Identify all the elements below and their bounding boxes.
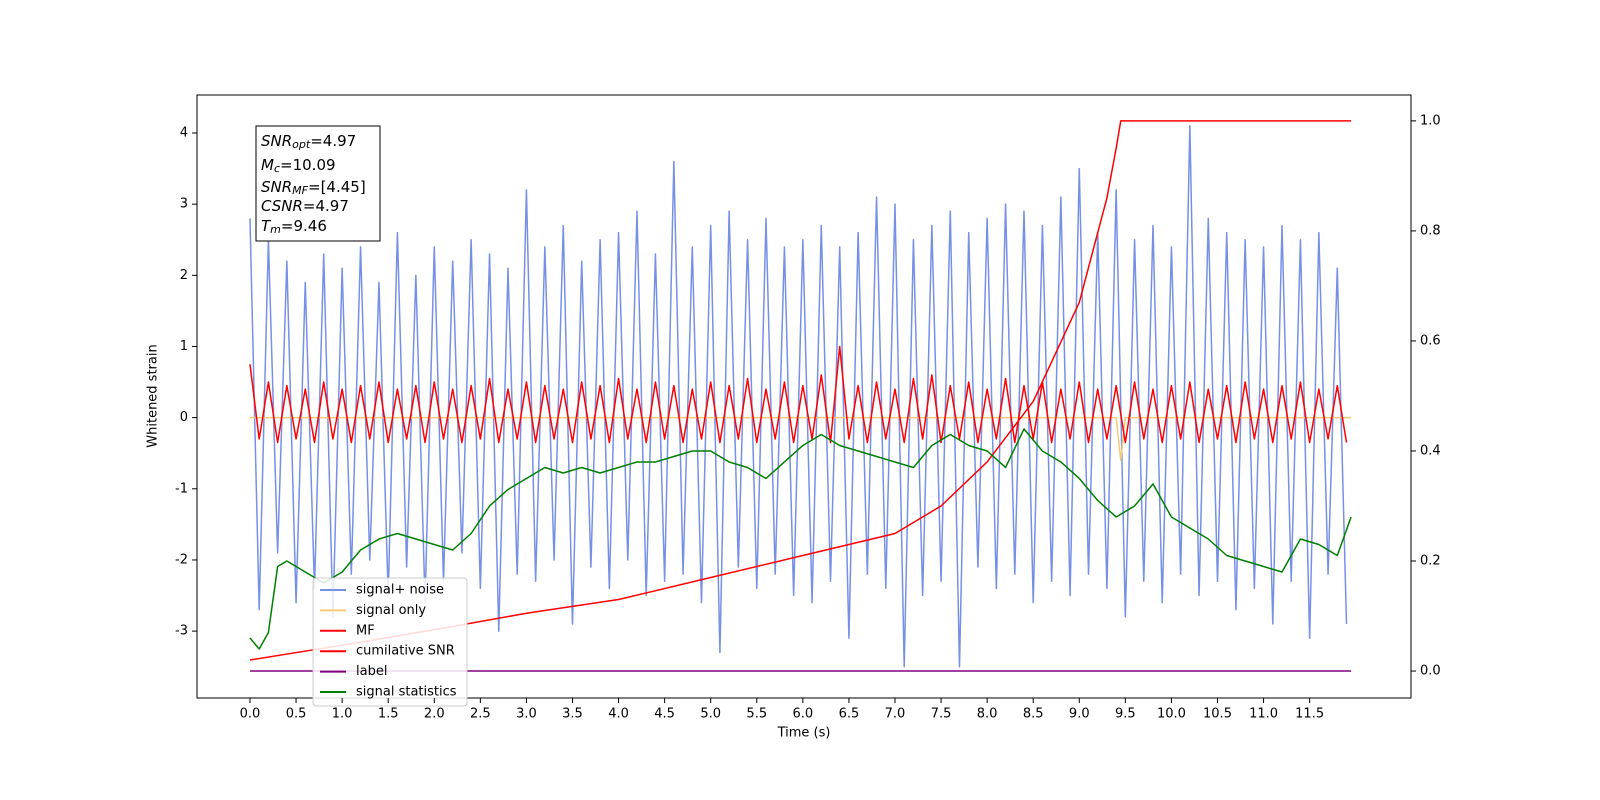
y-axis-label: Whitened strain — [146, 344, 161, 447]
series-line — [249, 120, 1352, 661]
legend-label: signal only — [356, 603, 426, 618]
x-tick-label: 11.5 — [1295, 707, 1324, 722]
annotation-value: =9.46 — [281, 217, 327, 235]
x-tick-label: 0.0 — [240, 707, 261, 722]
annotation-line: Tm=9.46 — [261, 217, 327, 237]
legend-label: signal+ noise — [356, 583, 444, 598]
y2-tick-label: 0.2 — [1420, 554, 1441, 569]
annotation-line: SNRMF=[4.45] — [261, 178, 366, 198]
annotation-symbol: CSNR — [261, 197, 303, 215]
x-tick-label: 5.0 — [700, 707, 721, 722]
annotation-line: Mc=10.09 — [261, 156, 336, 176]
x-tick-label: 3.0 — [516, 707, 537, 722]
plot-area — [249, 120, 1352, 672]
y2-tick-label: 0.0 — [1420, 664, 1441, 679]
annotation-line: CSNR=4.97 — [261, 197, 349, 215]
y-tick-label: 1 — [180, 339, 188, 354]
x-tick-label: 3.5 — [562, 707, 583, 722]
x-tick-label: 2.5 — [470, 707, 491, 722]
axes-frame — [196, 94, 1412, 699]
y-tick-label: -3 — [175, 624, 188, 639]
annotation-subscript: MF — [292, 184, 308, 197]
x-tick-label: 8.0 — [977, 707, 998, 722]
y-tick-label: 0 — [180, 410, 188, 425]
legend-frame — [312, 577, 468, 707]
annotation-symbol: M — [261, 156, 274, 174]
annotation-subscript: opt — [292, 138, 311, 151]
x-tick-label: 9.0 — [1069, 707, 1090, 722]
annotation-box: SNRopt=4.97Mc=10.09SNRMF=[4.45]CSNR=4.97… — [255, 125, 381, 242]
annotation-value: =4.97 — [310, 132, 356, 150]
annotation-value: =[4.45] — [308, 178, 366, 196]
y-tick-label: -2 — [175, 552, 188, 567]
x-tick-label: 5.5 — [746, 707, 767, 722]
annotation-line: SNRopt=4.97 — [261, 132, 356, 152]
x-tick-label: 4.5 — [654, 707, 675, 722]
annotation-subscript: c — [274, 162, 280, 175]
x-tick-label: 2.0 — [424, 707, 445, 722]
y-tick-label: -1 — [175, 481, 188, 496]
legend-label: signal statistics — [356, 685, 457, 700]
x-tick-label: 1.5 — [378, 707, 399, 722]
y2-tick-label: 0.4 — [1420, 443, 1441, 458]
annotation-symbol: T — [261, 217, 272, 235]
annotation-symbol: SNR — [261, 178, 292, 196]
x-tick-label: 8.5 — [1023, 707, 1044, 722]
y-tick-label: 2 — [180, 268, 188, 283]
annotation-value: =4.97 — [303, 197, 349, 215]
legend: signal+ noise signal only MF cumilative SNR… — [312, 577, 468, 707]
x-tick-label: 7.0 — [885, 707, 906, 722]
annotation-subscript: m — [270, 223, 281, 236]
x-tick-label: 10.5 — [1203, 707, 1232, 722]
x-axis-label: Time (s) — [777, 726, 831, 741]
y-tick-label: 4 — [180, 125, 188, 140]
x-tick-label: 0.5 — [286, 707, 307, 722]
x-tick-label: 1.0 — [332, 707, 353, 722]
x-tick-label: 10.0 — [1157, 707, 1186, 722]
x-tick-label: 7.5 — [931, 707, 952, 722]
x-tick-label: 11.0 — [1249, 707, 1278, 722]
legend-label: MF — [356, 623, 375, 638]
legend-label: label — [356, 664, 387, 679]
annotation-symbol: SNR — [261, 132, 292, 150]
series-line — [249, 345, 1348, 444]
x-tick-label: 4.0 — [608, 707, 629, 722]
y2-tick-label: 0.8 — [1420, 223, 1441, 238]
legend-label: cumilative SNR — [356, 644, 455, 659]
y2-tick-label: 0.6 — [1420, 333, 1441, 348]
x-tick-label: 6.5 — [839, 707, 860, 722]
x-tick-label: 9.5 — [1115, 707, 1136, 722]
y-tick-label: 3 — [180, 197, 188, 212]
series-line — [249, 428, 1352, 650]
annotation-value: =10.09 — [280, 156, 336, 174]
x-tick-label: 6.0 — [793, 707, 814, 722]
y2-tick-label: 1.0 — [1420, 113, 1441, 128]
annotation-frame — [255, 125, 381, 242]
